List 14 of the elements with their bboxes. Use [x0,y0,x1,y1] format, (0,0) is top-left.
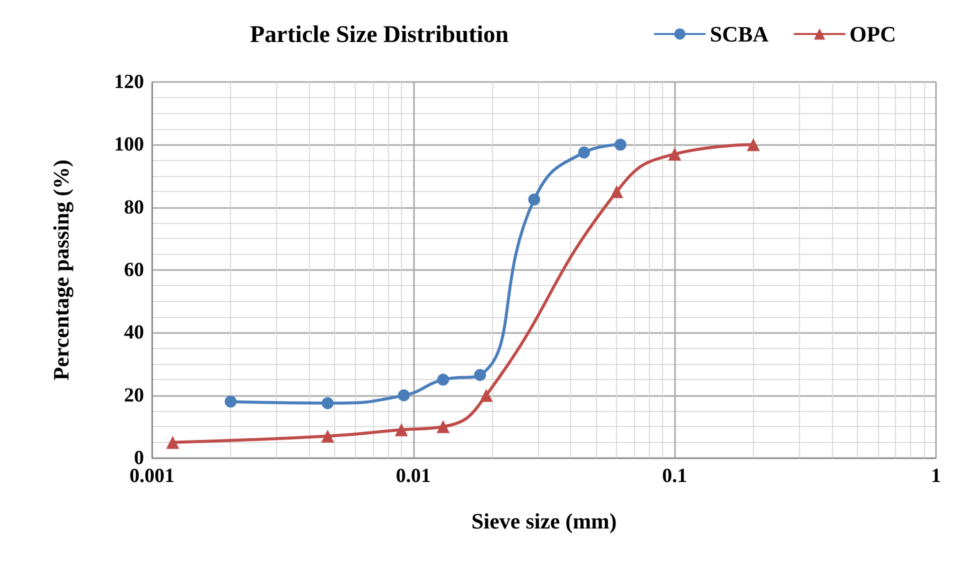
y-axis-title: Percentage passing (%) [48,160,74,380]
legend-label: OPC [850,22,896,46]
y-tick-label: 40 [124,322,144,344]
y-tick-label: 80 [124,196,144,218]
x-tick-label: 1 [931,465,941,487]
legend-label: SCBA [710,22,769,46]
y-tick-label: 120 [114,71,144,93]
y-tick-label: 100 [114,134,144,156]
x-tick-label: 0.01 [396,465,431,487]
y-tick-label: 20 [124,384,144,406]
x-tick-label: 0.1 [662,465,688,487]
chart-title: Particle Size Distribution [250,22,509,48]
x-axis-title: Sieve size (mm) [471,508,617,534]
y-tick-label: 60 [124,259,144,281]
